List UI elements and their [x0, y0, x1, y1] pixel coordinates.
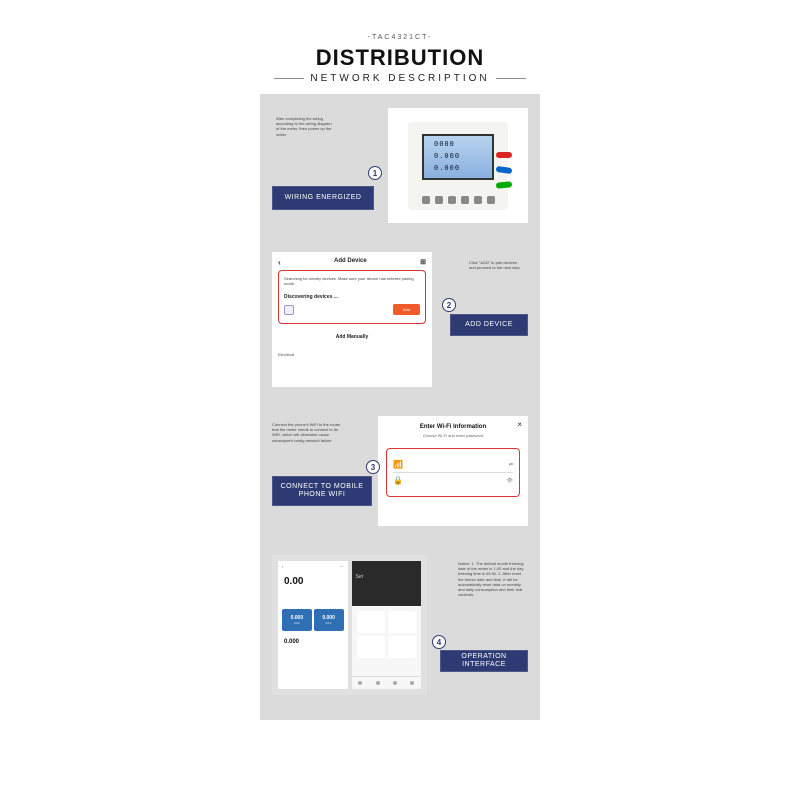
add-button[interactable]: Add	[393, 304, 420, 315]
wifi-subtitle: Choose Wi-Fi and enter password	[386, 433, 520, 438]
step-1-label: WIRING ENERGIZED	[272, 186, 374, 210]
model-code: -TAC4321CT-	[260, 34, 540, 41]
step-2: Add Device Searching for nearby devices.…	[272, 252, 528, 402]
add-device-title: Add Device	[278, 258, 426, 264]
wire-blue	[496, 166, 513, 174]
eye-icon[interactable]: 👁	[507, 478, 513, 484]
step-1-photo: 0000 0.000 0.000	[388, 108, 528, 223]
device-icon	[284, 305, 294, 315]
step-4: ‹⋯ 0.00 0.000kWh 0.000kWh 0.000 Set	[272, 555, 528, 710]
secondary-value: 0.000	[278, 631, 348, 645]
add-manually-label[interactable]: Add Manually	[278, 334, 426, 340]
app-header: ‹⋯	[278, 561, 348, 572]
main-title: DISTRIBUTION	[260, 45, 540, 71]
infographic-canvas: -TAC4321CT- DISTRIBUTION NETWORK DESCRIP…	[260, 20, 540, 720]
wifi-input-box: 📶 ⇄ 🔒 👁	[386, 448, 520, 497]
lcd-readout-2: 0.000	[434, 152, 460, 159]
step-1-desc: After completing the wiring according to…	[276, 116, 336, 137]
step-1: After completing the wiring according to…	[272, 108, 528, 238]
settings-title: Set	[356, 574, 364, 580]
step-3-desc: Connect the phone's WiFi to the router t…	[272, 422, 344, 443]
lock-icon: 🔒	[393, 476, 407, 485]
wifi-ssid-input[interactable]: 📶 ⇄	[393, 457, 513, 473]
step-3-number: 3	[366, 460, 380, 474]
device-row: Add	[284, 304, 420, 315]
meter-buttons	[422, 196, 495, 204]
swap-icon[interactable]: ⇄	[509, 462, 513, 468]
subtitle: NETWORK DESCRIPTION	[260, 73, 540, 84]
searching-text: Searching for nearby devices. Make sure …	[284, 276, 420, 286]
category-label: Electrical	[278, 352, 426, 357]
lcd-readout-3: 0.000	[434, 164, 460, 171]
step-2-desc: Click "ADD" to pair devices and proceed …	[469, 260, 524, 270]
step-4-label: OPERATION INTERFACE	[440, 650, 528, 672]
app-screen-right: Set	[352, 561, 422, 689]
step-2-photo: Add Device Searching for nearby devices.…	[272, 252, 432, 387]
tile-1[interactable]: 0.000kWh	[282, 609, 312, 631]
step-2-label: ADD DEVICE	[450, 314, 528, 336]
grid-tile[interactable]	[388, 611, 416, 633]
step-2-number: 2	[442, 298, 456, 312]
step-3-photo: × Enter Wi-Fi Information Choose Wi-Fi a…	[378, 416, 528, 526]
main-value: 0.00	[278, 572, 348, 591]
tiles-row: 0.000kWh 0.000kWh	[282, 609, 344, 631]
discover-box: Searching for nearby devices. Make sure …	[278, 270, 426, 324]
step-4-number: 4	[432, 635, 446, 649]
lcd-readout-1: 0000	[434, 140, 455, 147]
energy-meter: 0000 0.000 0.000	[408, 122, 508, 210]
wifi-icon: 📶	[393, 460, 407, 469]
step-3: Connect the phone's WiFi to the router t…	[272, 416, 528, 541]
wire-green	[496, 181, 513, 189]
wire-red	[496, 152, 512, 158]
wifi-password-input[interactable]: 🔒 👁	[393, 473, 513, 488]
grid-tile[interactable]	[357, 611, 385, 633]
discovering-label: Discovering devices ...	[284, 294, 420, 300]
settings-header: Set	[352, 561, 422, 606]
step-3-label: CONNECT TO MOBILE PHONE WIFI	[272, 476, 372, 506]
step-4-desc: Notice: 1. The default month freezing da…	[458, 561, 526, 597]
grid-tile[interactable]	[357, 636, 385, 658]
header: -TAC4321CT- DISTRIBUTION NETWORK DESCRIP…	[260, 20, 540, 94]
settings-grid	[352, 606, 422, 663]
close-icon[interactable]: ×	[517, 420, 522, 429]
wifi-title: Enter Wi-Fi Information	[386, 424, 520, 430]
step-4-photo: ‹⋯ 0.00 0.000kWh 0.000kWh 0.000 Set	[272, 555, 427, 695]
app-screen-left: ‹⋯ 0.00 0.000kWh 0.000kWh 0.000	[278, 561, 348, 689]
lcd-screen: 0000 0.000 0.000	[422, 134, 494, 180]
tile-2[interactable]: 0.000kWh	[314, 609, 344, 631]
bottom-nav	[352, 676, 422, 689]
grid-tile[interactable]	[388, 636, 416, 658]
step-1-number: 1	[368, 166, 382, 180]
